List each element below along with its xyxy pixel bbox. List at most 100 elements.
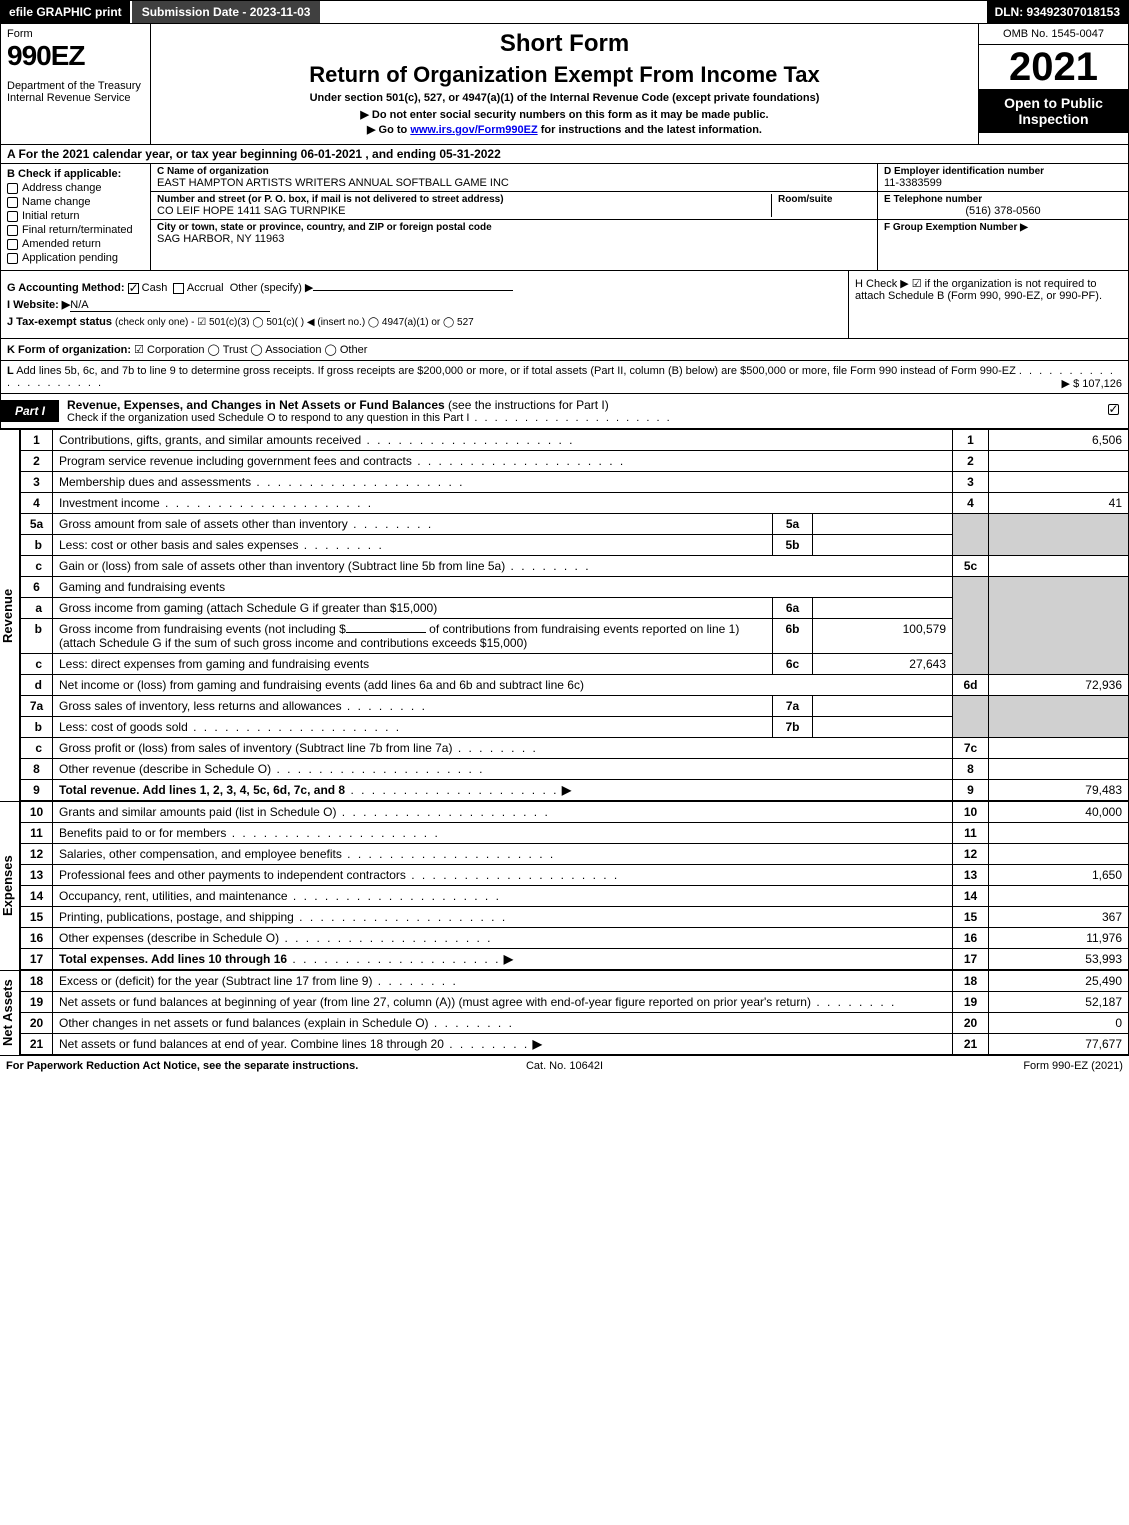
line-amount: 1,650 xyxy=(989,865,1129,886)
ghi-right: H Check ▶ ☑ if the organization is not r… xyxy=(848,271,1128,338)
checkbox-icon xyxy=(7,211,18,222)
line-desc: Net income or (loss) from gaming and fun… xyxy=(53,675,953,696)
line-14: 14Occupancy, rent, utilities, and mainte… xyxy=(21,886,1129,907)
line-num: d xyxy=(21,675,53,696)
line-num: b xyxy=(21,535,53,556)
line-18: 18Excess or (deficit) for the year (Subt… xyxy=(21,971,1129,992)
cb-label: Amended return xyxy=(22,238,101,250)
desc-text: Printing, publications, postage, and shi… xyxy=(59,910,294,924)
desc-text: Grants and similar amounts paid (list in… xyxy=(59,805,336,819)
line-7a: 7aGross sales of inventory, less returns… xyxy=(21,696,1129,717)
line-desc: Contributions, gifts, grants, and simila… xyxy=(53,430,953,451)
line-15: 15 Printing, publications, postage, and s… xyxy=(21,907,1129,928)
top-bar: efile GRAPHIC print Submission Date - 20… xyxy=(0,0,1129,24)
row-k: K Form of organization: ☑ Corporation ◯ … xyxy=(0,339,1129,361)
column-b: B Check if applicable: Address change Na… xyxy=(1,164,151,270)
line-9: 9Total revenue. Add lines 1, 2, 3, 4, 5c… xyxy=(21,780,1129,801)
line-num: b xyxy=(21,717,53,738)
desc-text: Contributions, gifts, grants, and simila… xyxy=(59,433,361,447)
other-input[interactable] xyxy=(313,290,513,291)
line-2: 2Program service revenue including gover… xyxy=(21,451,1129,472)
line-desc: Less: direct expenses from gaming and fu… xyxy=(53,654,773,675)
city-label: City or town, state or province, country… xyxy=(157,222,871,233)
dots-icon xyxy=(342,699,427,713)
column-c: C Name of organization EAST HAMPTON ARTI… xyxy=(151,164,878,270)
cb-application-pending[interactable]: Application pending xyxy=(7,252,144,264)
checkbox-icon xyxy=(1108,404,1119,415)
line-num: 2 xyxy=(21,451,53,472)
shaded-cell xyxy=(989,514,1129,556)
checkbox-icon xyxy=(7,197,18,208)
inbox-label: 5a xyxy=(773,514,813,535)
cb-initial-return[interactable]: Initial return xyxy=(7,210,144,222)
checkbox-accrual[interactable] xyxy=(173,283,184,294)
desc-text: Other expenses (describe in Schedule O) xyxy=(59,931,279,945)
netassets-table: 18Excess or (deficit) for the year (Subt… xyxy=(20,970,1129,1055)
checkbox-cash[interactable] xyxy=(128,283,139,294)
line-desc: Benefits paid to or for members xyxy=(53,823,953,844)
line-rnum: 12 xyxy=(953,844,989,865)
line-num: 20 xyxy=(21,1013,53,1034)
line-num: 12 xyxy=(21,844,53,865)
shaded-cell xyxy=(953,514,989,556)
line-num: 8 xyxy=(21,759,53,780)
form-label: Form xyxy=(7,28,144,40)
cb-amended-return[interactable]: Amended return xyxy=(7,238,144,250)
part1-title: Revenue, Expenses, and Changes in Net As… xyxy=(59,394,1098,428)
line-rnum: 5c xyxy=(953,556,989,577)
ein-value: 11-3383599 xyxy=(884,177,1122,189)
dots-icon xyxy=(188,720,401,734)
blank-input[interactable] xyxy=(346,632,426,633)
netassets-vlabel: Net Assets xyxy=(0,970,20,1055)
expenses-vlabel: Expenses xyxy=(0,801,20,970)
dots-icon xyxy=(348,517,433,531)
irs-link[interactable]: www.irs.gov/Form990EZ xyxy=(410,124,537,136)
revenue-table: 1Contributions, gifts, grants, and simil… xyxy=(20,429,1129,801)
line-num: 7a xyxy=(21,696,53,717)
cb-label: Name change xyxy=(22,196,91,208)
desc-text: Investment income xyxy=(59,496,160,510)
line-desc: Excess or (deficit) for the year (Subtra… xyxy=(53,971,953,992)
tel-label: E Telephone number xyxy=(884,194,1122,205)
line-desc: Gross amount from sale of assets other t… xyxy=(53,514,773,535)
expenses-section: Expenses 10Grants and similar amounts pa… xyxy=(0,801,1129,970)
desc-text: Gross amount from sale of assets other t… xyxy=(59,517,348,531)
inspection-label: Open to Public Inspection xyxy=(979,89,1128,133)
dots-icon xyxy=(505,559,590,573)
line-num: 15 xyxy=(21,907,53,928)
ghi-left: G Accounting Method: Cash Accrual Other … xyxy=(1,271,848,338)
line-rnum: 14 xyxy=(953,886,989,907)
line-desc: Less: cost of goods sold xyxy=(53,717,773,738)
group-label: F Group Exemption Number ▶ xyxy=(884,222,1122,233)
inbox-value xyxy=(813,514,953,535)
desc-text: Total expenses. Add lines 10 through 16 xyxy=(59,952,287,966)
desc-text: Benefits paid to or for members xyxy=(59,826,226,840)
dots-icon xyxy=(361,433,574,447)
checkbox-icon xyxy=(7,183,18,194)
dots-icon xyxy=(251,475,464,489)
desc-text: Professional fees and other payments to … xyxy=(59,868,406,882)
dots-icon xyxy=(342,847,555,861)
header-center: Short Form Return of Organization Exempt… xyxy=(151,24,978,144)
form-number: 990EZ xyxy=(7,40,144,72)
cb-label: Application pending xyxy=(22,252,118,264)
topbar-spacer xyxy=(320,1,986,23)
j-text: (check only one) - ☑ 501(c)(3) ◯ 501(c)(… xyxy=(115,317,474,328)
cb-name-change[interactable]: Name change xyxy=(7,196,144,208)
return-title: Return of Organization Exempt From Incom… xyxy=(161,62,968,88)
line-amount xyxy=(989,886,1129,907)
part1-check-text: Check if the organization used Schedule … xyxy=(67,412,1090,424)
line-num: 21 xyxy=(21,1034,53,1055)
street-label: Number and street (or P. O. box, if mail… xyxy=(157,194,771,205)
cb-address-change[interactable]: Address change xyxy=(7,182,144,194)
line-desc: Printing, publications, postage, and shi… xyxy=(53,907,953,928)
line-rnum: 15 xyxy=(953,907,989,928)
dots-icon xyxy=(298,538,383,552)
line-num: 6 xyxy=(21,577,53,598)
i-label: I Website: ▶ xyxy=(7,299,70,311)
line-rnum: 9 xyxy=(953,780,989,801)
part1-checkbox[interactable] xyxy=(1098,404,1128,418)
cb-final-return[interactable]: Final return/terminated xyxy=(7,224,144,236)
desc-text: Gross income from fundraising events (no… xyxy=(59,622,346,636)
h-label: H xyxy=(855,278,863,290)
